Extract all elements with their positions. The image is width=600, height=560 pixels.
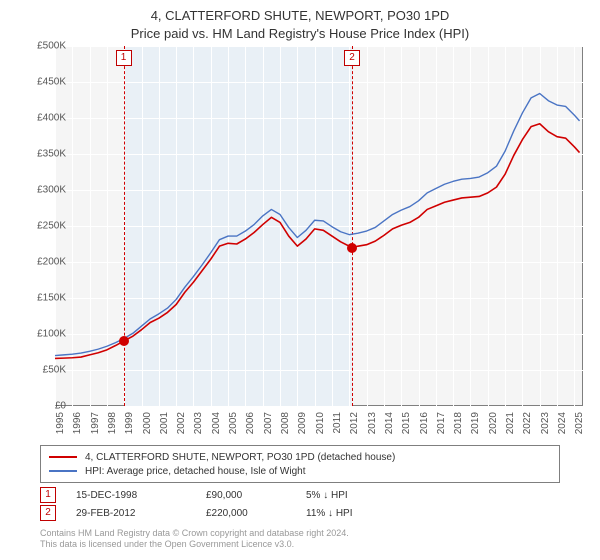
y-tick-label: £200K xyxy=(16,257,66,268)
sale-row: 1 15-DEC-1998£90,0005% ↓ HPI xyxy=(40,486,560,504)
x-tick-label: 2025 xyxy=(574,412,585,434)
x-tick-label: 2020 xyxy=(488,412,499,434)
x-tick-label: 2012 xyxy=(349,412,360,434)
sale-row: 2 29-FEB-2012£220,00011% ↓ HPI xyxy=(40,504,560,522)
sale-date: 29-FEB-2012 xyxy=(76,508,206,519)
y-tick-label: £350K xyxy=(16,149,66,160)
footer-line2: This data is licensed under the Open Gov… xyxy=(40,539,560,550)
x-tick-label: 2019 xyxy=(470,412,481,434)
x-tick-label: 2007 xyxy=(263,412,274,434)
footer-attribution: Contains HM Land Registry data © Crown c… xyxy=(40,528,560,551)
y-tick-label: £150K xyxy=(16,293,66,304)
y-tick-label: £400K xyxy=(16,113,66,124)
x-tick-label: 2000 xyxy=(142,412,153,434)
sale-diff: 5% ↓ HPI xyxy=(306,490,426,501)
legend: 4, CLATTERFORD SHUTE, NEWPORT, PO30 1PD … xyxy=(40,445,560,483)
legend-swatch xyxy=(49,470,77,472)
sale-price: £90,000 xyxy=(206,490,306,501)
x-tick-label: 2022 xyxy=(522,412,533,434)
x-tick-label: 1999 xyxy=(124,412,135,434)
sale-diff: 11% ↓ HPI xyxy=(306,508,426,519)
gridline-h xyxy=(55,406,583,407)
sale-marker-label: 2 xyxy=(344,50,360,66)
x-tick-label: 2004 xyxy=(211,412,222,434)
x-tick-label: 1996 xyxy=(72,412,83,434)
x-tick-label: 2009 xyxy=(297,412,308,434)
sale-number-box: 2 xyxy=(40,505,56,521)
y-tick-label: £450K xyxy=(16,77,66,88)
x-tick-label: 2016 xyxy=(419,412,430,434)
sale-date: 15-DEC-1998 xyxy=(76,490,206,501)
legend-item: HPI: Average price, detached house, Isle… xyxy=(49,464,551,478)
footer-line1: Contains HM Land Registry data © Crown c… xyxy=(40,528,560,539)
y-tick-label: £50K xyxy=(16,365,66,376)
x-tick-label: 2005 xyxy=(228,412,239,434)
x-tick-label: 2018 xyxy=(453,412,464,434)
x-tick-label: 2023 xyxy=(540,412,551,434)
x-tick-label: 1995 xyxy=(55,412,66,434)
y-tick-label: £0 xyxy=(16,401,66,412)
sales-table: 1 15-DEC-1998£90,0005% ↓ HPI 2 29-FEB-2012£… xyxy=(40,486,560,522)
legend-item: 4, CLATTERFORD SHUTE, NEWPORT, PO30 1PD … xyxy=(49,450,551,464)
x-tick-label: 2017 xyxy=(436,412,447,434)
sale-number-box: 1 xyxy=(40,487,56,503)
legend-label: HPI: Average price, detached house, Isle… xyxy=(85,466,306,477)
x-tick-label: 2024 xyxy=(557,412,568,434)
title-subtitle: Price paid vs. HM Land Registry's House … xyxy=(0,26,600,41)
x-tick-label: 1997 xyxy=(90,412,101,434)
x-tick-label: 2010 xyxy=(315,412,326,434)
line-layer xyxy=(55,46,583,406)
legend-label: 4, CLATTERFORD SHUTE, NEWPORT, PO30 1PD … xyxy=(85,452,395,463)
y-tick-label: £300K xyxy=(16,185,66,196)
x-tick-label: 2011 xyxy=(332,412,343,434)
x-tick-label: 2021 xyxy=(505,412,516,434)
y-tick-label: £500K xyxy=(16,41,66,52)
x-tick-label: 2006 xyxy=(245,412,256,434)
chart-container: 4, CLATTERFORD SHUTE, NEWPORT, PO30 1PD … xyxy=(0,0,600,560)
x-tick-label: 2002 xyxy=(176,412,187,434)
x-tick-label: 2015 xyxy=(401,412,412,434)
y-tick-label: £100K xyxy=(16,329,66,340)
x-tick-label: 1998 xyxy=(107,412,118,434)
sale-marker-dot xyxy=(347,243,357,253)
x-tick-label: 2003 xyxy=(193,412,204,434)
plot-area: 12 xyxy=(55,46,583,406)
sale-marker-dot xyxy=(119,336,129,346)
legend-swatch xyxy=(49,456,77,458)
x-tick-label: 2008 xyxy=(280,412,291,434)
series-hpi xyxy=(55,94,580,356)
title-address: 4, CLATTERFORD SHUTE, NEWPORT, PO30 1PD xyxy=(0,8,600,23)
y-tick-label: £250K xyxy=(16,221,66,232)
x-tick-label: 2014 xyxy=(384,412,395,434)
sale-marker-label: 1 xyxy=(116,50,132,66)
x-tick-label: 2001 xyxy=(159,412,170,434)
sale-price: £220,000 xyxy=(206,508,306,519)
x-tick-label: 2013 xyxy=(367,412,378,434)
